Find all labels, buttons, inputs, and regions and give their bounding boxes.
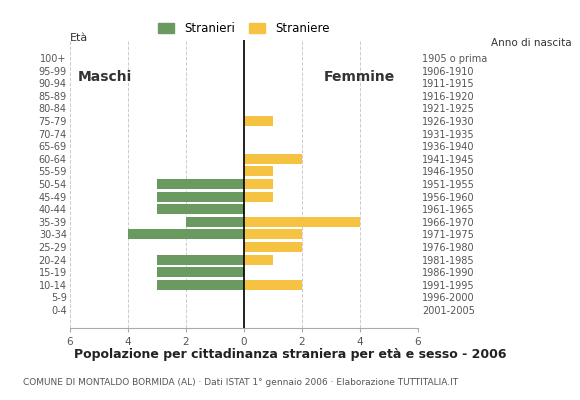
Bar [244, 179, 273, 189]
Bar [157, 192, 244, 202]
Bar [186, 217, 244, 227]
Bar [244, 192, 273, 202]
Text: Età: Età [70, 33, 88, 43]
Text: Femmine: Femmine [324, 70, 395, 84]
Bar [244, 255, 273, 264]
Bar [244, 242, 302, 252]
Text: COMUNE DI MONTALDO BORMIDA (AL) · Dati ISTAT 1° gennaio 2006 · Elaborazione TUTT: COMUNE DI MONTALDO BORMIDA (AL) · Dati I… [23, 378, 458, 387]
Bar [157, 280, 244, 290]
Bar [244, 116, 273, 126]
Text: Maschi: Maschi [77, 70, 132, 84]
Bar [244, 217, 360, 227]
Legend: Stranieri, Straniere: Stranieri, Straniere [153, 17, 334, 40]
Text: Anno di nascita: Anno di nascita [491, 38, 571, 48]
Bar [244, 154, 302, 164]
Bar [244, 230, 302, 239]
Bar [157, 204, 244, 214]
Bar [128, 230, 244, 239]
Bar [244, 280, 302, 290]
Bar [157, 255, 244, 264]
Text: Popolazione per cittadinanza straniera per età e sesso - 2006: Popolazione per cittadinanza straniera p… [74, 348, 506, 361]
Bar [244, 166, 273, 176]
Bar [157, 179, 244, 189]
Bar [157, 267, 244, 277]
